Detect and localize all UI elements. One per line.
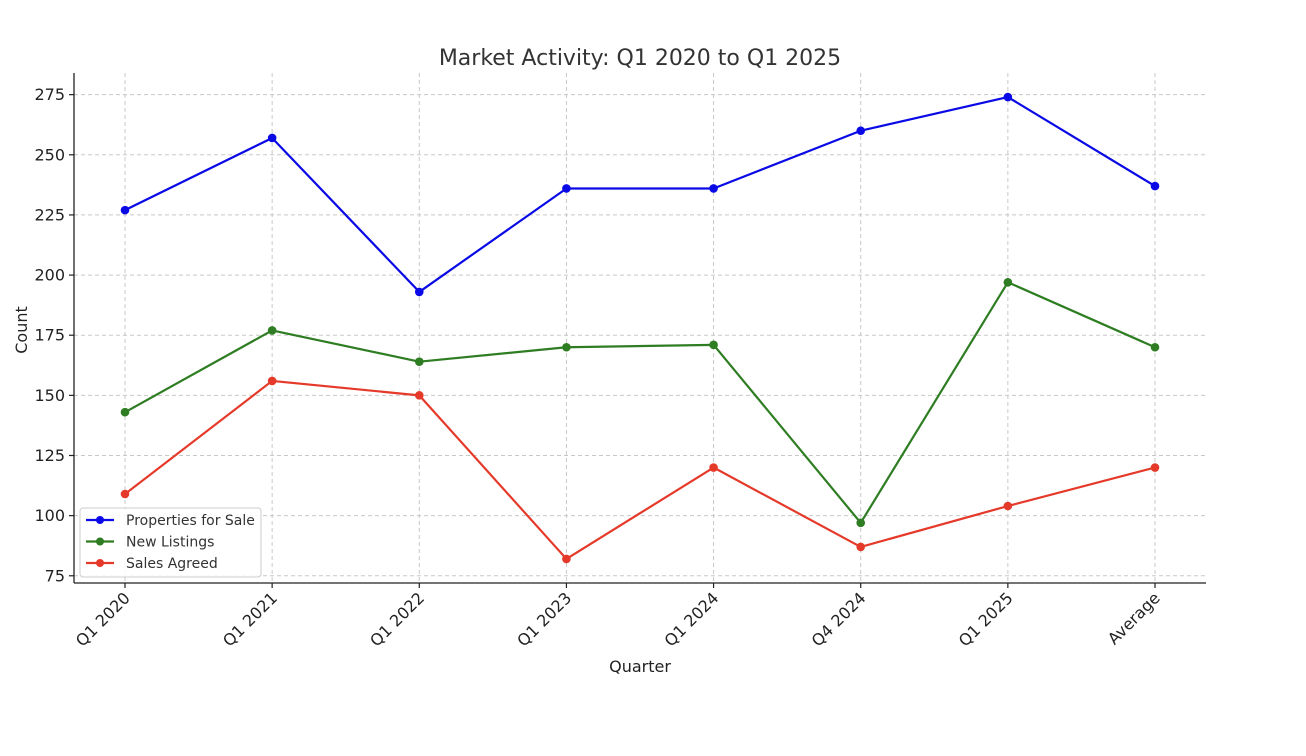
x-tick-label: Q1 2022	[366, 588, 428, 650]
data-point-sales-agreed	[709, 463, 718, 472]
legend-box	[79, 507, 262, 578]
x-tick-label: Q4 2024	[808, 588, 870, 650]
x-axis-label: Quarter	[609, 657, 671, 676]
data-point-properties-for-sale	[414, 287, 424, 297]
x-tick-label: Q1 2020	[72, 588, 134, 650]
data-point-properties-for-sale	[709, 184, 718, 193]
y-tick-label: 275	[34, 85, 65, 104]
y-tick-label: 125	[34, 446, 65, 465]
series-layer	[120, 92, 1160, 564]
legend-marker-sales-agreed	[96, 559, 104, 567]
y-tick-label: 75	[45, 566, 65, 585]
data-point-new-listings	[1150, 342, 1160, 352]
y-tick-label: 100	[34, 506, 65, 525]
x-tick-label: Q1 2025	[955, 588, 1017, 650]
legend-marker-new-listings	[96, 537, 104, 546]
legend-label-properties-for-sale: Properties for Sale	[126, 513, 255, 529]
grid	[74, 73, 1206, 583]
x-tick-label: Q1 2024	[660, 588, 722, 650]
data-point-new-listings	[1003, 277, 1013, 287]
y-axis-label: Count	[12, 306, 31, 354]
data-point-new-listings	[709, 340, 718, 350]
series-line-new-listings	[124, 281, 1156, 524]
x-tick-label: Average	[1104, 588, 1164, 648]
y-tick-label: 200	[34, 266, 65, 285]
data-point-properties-for-sale	[120, 205, 130, 215]
data-point-properties-for-sale	[1003, 92, 1013, 102]
data-point-new-listings	[120, 407, 130, 417]
legend-label-sales-agreed: Sales Agreed	[126, 556, 218, 572]
data-point-properties-for-sale	[1150, 181, 1160, 191]
data-point-properties-for-sale	[562, 184, 571, 193]
data-point-sales-agreed	[562, 554, 571, 564]
data-point-new-listings	[562, 342, 571, 352]
y-tick-label: 250	[34, 145, 65, 164]
data-point-sales-agreed	[267, 376, 277, 386]
x-tick-label: Q1 2021	[219, 588, 281, 650]
series-line-properties-for-sale	[124, 95, 1156, 294]
data-point-new-listings	[414, 357, 424, 366]
y-tick-label: 175	[34, 326, 65, 345]
data-point-new-listings	[856, 518, 866, 528]
data-point-sales-agreed	[414, 391, 424, 400]
legend-label-new-listings: New Listings	[126, 535, 214, 551]
data-point-sales-agreed	[1150, 463, 1160, 472]
y-tick-label: 225	[34, 205, 65, 224]
data-point-sales-agreed	[856, 542, 866, 552]
data-point-properties-for-sale	[856, 126, 866, 136]
chart-title: Market Activity: Q1 2020 to Q1 2025	[439, 46, 841, 71]
series-line-sales-agreed	[124, 379, 1156, 561]
y-tick-label: 150	[34, 386, 65, 405]
data-point-sales-agreed	[1003, 501, 1013, 511]
data-point-new-listings	[267, 326, 277, 335]
legend-marker-properties-for-sale	[96, 516, 104, 524]
data-point-sales-agreed	[120, 489, 130, 499]
data-point-properties-for-sale	[267, 133, 277, 143]
legend: Properties for Sale New Listings Sales Agr…	[79, 507, 262, 578]
x-tick-label: Q1 2023	[513, 588, 575, 650]
